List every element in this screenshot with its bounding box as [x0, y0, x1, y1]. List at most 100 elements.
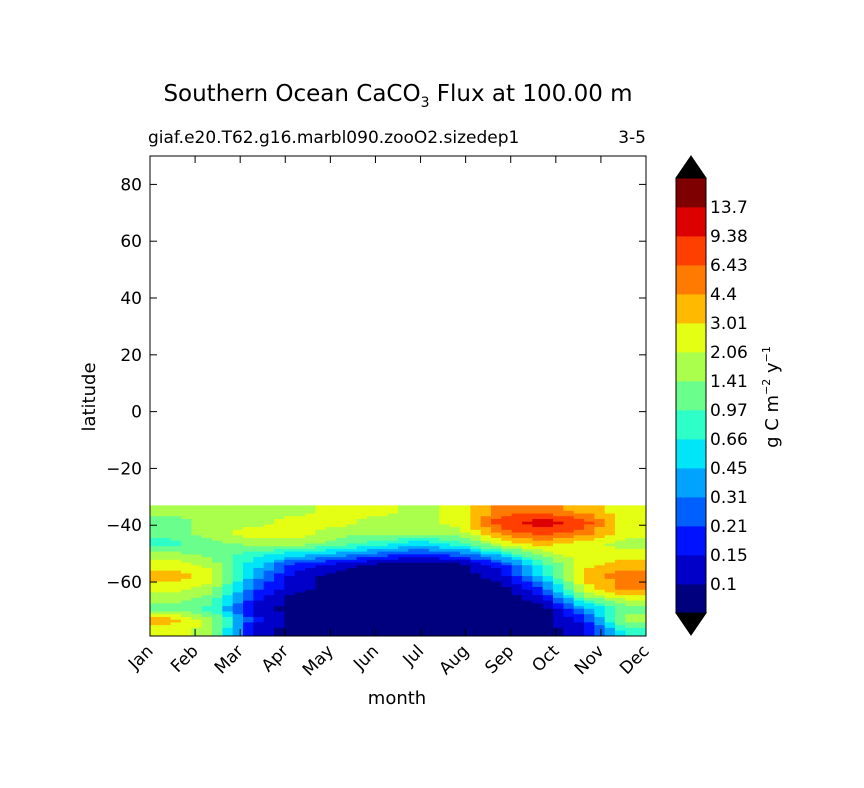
- heatmap-cell: [284, 524, 296, 528]
- heatmap-cell: [346, 513, 358, 517]
- heatmap-cell: [625, 630, 637, 634]
- heatmap-cell: [625, 559, 637, 564]
- chart-title-subscript: 3: [421, 95, 430, 111]
- heatmap-cell: [377, 548, 389, 553]
- heatmap-cell: [553, 608, 564, 613]
- heatmap-cell: [305, 521, 316, 525]
- heatmap-cell: [315, 595, 327, 599]
- heatmap-cell: [491, 548, 502, 553]
- heatmap-cell: [532, 614, 544, 618]
- heatmap-cell: [594, 633, 606, 636]
- heatmap-cell: [315, 619, 327, 623]
- heatmap-cell: [522, 587, 533, 591]
- heatmap-cell: [625, 546, 637, 550]
- heatmap-cell: [542, 633, 554, 636]
- heatmap-cell: [460, 521, 471, 525]
- heatmap-cell: [253, 565, 265, 569]
- heatmap-cell: [274, 606, 285, 610]
- heatmap-cell: [263, 567, 275, 572]
- heatmap-cell: [635, 527, 646, 531]
- heatmap-cell: [222, 606, 234, 610]
- heatmap-cell: [160, 546, 172, 550]
- heatmap-cell: [429, 633, 440, 636]
- heatmap-cell: [305, 551, 316, 555]
- heatmap-cell: [160, 516, 172, 520]
- heatmap-cell: [294, 532, 306, 536]
- heatmap-cell: [522, 597, 533, 602]
- heatmap-cell: [387, 578, 399, 583]
- heatmap-cell: [201, 546, 213, 550]
- heatmap-cell: [294, 614, 306, 618]
- heatmap-cell: [181, 619, 192, 623]
- colorbar-tick-label: 2.06: [710, 343, 748, 363]
- heatmap-cell: [522, 559, 533, 564]
- heatmap-cell: [439, 516, 451, 520]
- heatmap-cell: [387, 584, 399, 588]
- heatmap-cell: [222, 633, 234, 636]
- heatmap-cell: [470, 584, 482, 588]
- heatmap-cell: [160, 606, 172, 610]
- heatmap-cell: [615, 535, 626, 539]
- heatmap-cell: [573, 597, 585, 602]
- heatmap-cell: [356, 546, 368, 550]
- heatmap-cell: [284, 529, 296, 534]
- heatmap-cell: [232, 570, 244, 574]
- heatmap-cell: [449, 584, 461, 588]
- heatmap-cell: [377, 597, 389, 602]
- heatmap-cell: [243, 578, 254, 583]
- heatmap-cell: [460, 518, 471, 523]
- heatmap-cell: [615, 581, 626, 585]
- heatmap-cell: [418, 510, 430, 515]
- heatmap-cell: [408, 614, 420, 618]
- heatmap-cell: [212, 606, 223, 610]
- heatmap-cell: [170, 562, 182, 566]
- heatmap-cell: [274, 508, 285, 512]
- heatmap-cell: [491, 578, 502, 583]
- heatmap-cell: [356, 567, 368, 572]
- colorbar-label-mid: y: [762, 362, 783, 379]
- heatmap-cell: [232, 616, 244, 621]
- heatmap-cell: [449, 581, 461, 585]
- heatmap-cell: [160, 562, 172, 566]
- heatmap-cell: [253, 608, 265, 613]
- heatmap-cell: [325, 513, 337, 517]
- heatmap-cell: [408, 559, 420, 564]
- heatmap-cell: [232, 567, 244, 572]
- heatmap-cell: [604, 548, 616, 553]
- heatmap-cell: [625, 592, 637, 596]
- heatmap-cell: [201, 529, 213, 534]
- colorbar-tick-label: 3.01: [710, 314, 748, 334]
- heatmap-cell: [160, 538, 172, 542]
- heatmap-cell: [263, 633, 275, 636]
- heatmap-cell: [594, 516, 606, 520]
- heatmap-cell: [532, 524, 544, 528]
- heatmap-cell: [625, 548, 637, 553]
- heatmap-cell: [150, 557, 161, 561]
- heatmap-cell: [274, 540, 285, 545]
- colorbar-label: g C m−2 y−1: [760, 346, 783, 448]
- heatmap-cell: [408, 597, 420, 602]
- heatmap-cell: [522, 532, 533, 536]
- heatmap-cell: [635, 616, 646, 621]
- heatmap-cell: [232, 630, 244, 634]
- heatmap-cell: [501, 622, 513, 626]
- heatmap-cell: [418, 554, 430, 558]
- heatmap-cell: [594, 611, 606, 615]
- heatmap-cell: [522, 538, 533, 542]
- heatmap-cell: [305, 548, 316, 553]
- heatmap-cell: [439, 527, 451, 531]
- heatmap-cell: [367, 524, 378, 528]
- heatmap-cell: [408, 573, 420, 577]
- heatmap-cell: [563, 611, 575, 615]
- heatmap-cell: [294, 546, 306, 550]
- heatmap-cell: [491, 543, 502, 547]
- heatmap-cell: [191, 606, 203, 610]
- heatmap-cell: [201, 521, 213, 525]
- heatmap-cell: [367, 529, 378, 534]
- heatmap-cell: [573, 595, 585, 599]
- heatmap-cell: [336, 633, 347, 636]
- heatmap-cell: [284, 592, 296, 596]
- heatmap-cell: [325, 608, 337, 613]
- heatmap-cell: [604, 589, 616, 594]
- heatmap-cell: [594, 589, 606, 594]
